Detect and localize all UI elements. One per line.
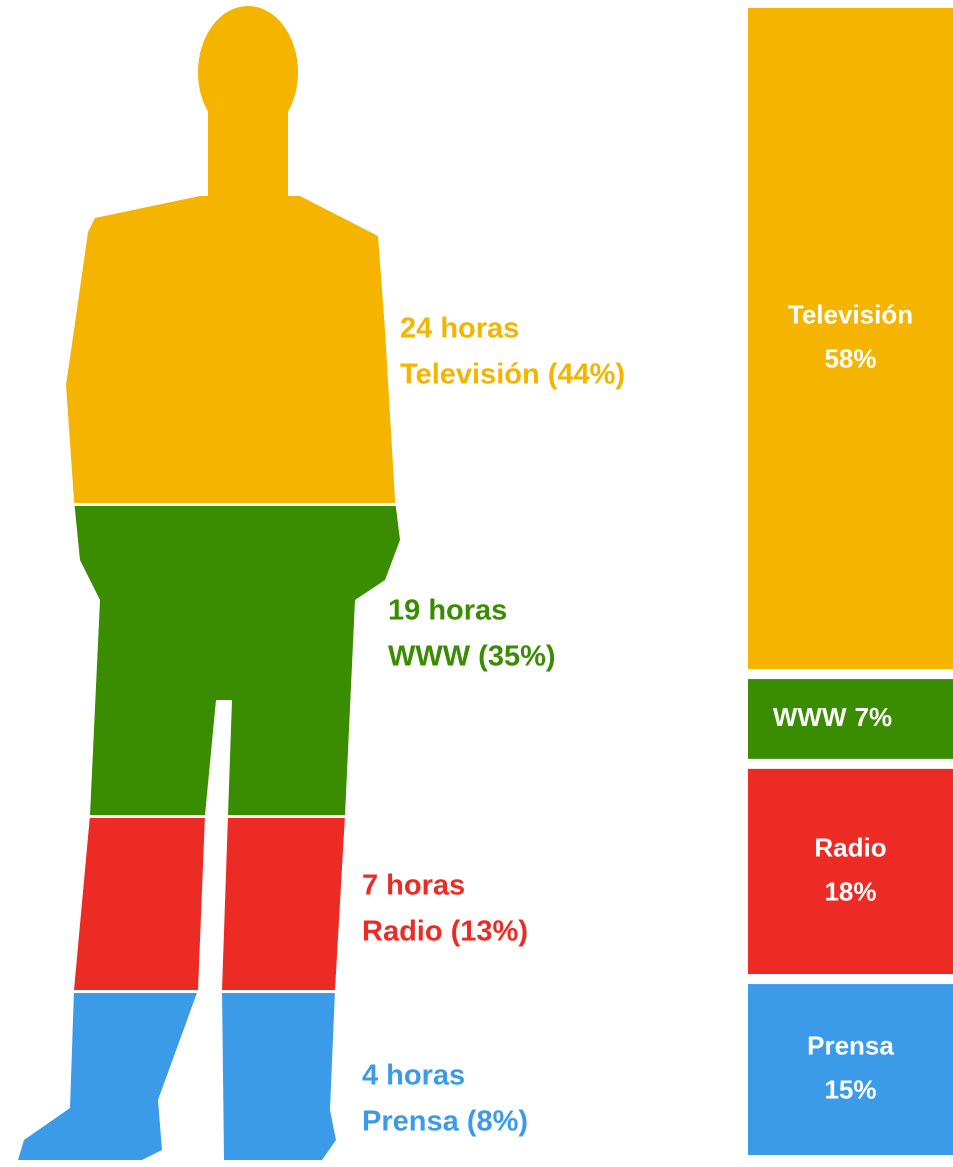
bar-segment: [748, 768, 953, 975]
silhouette-segment: [18, 506, 400, 815]
bar-value-label: 7%: [855, 702, 893, 732]
bar-category: Radio: [814, 832, 886, 862]
medium-label: WWW (35%): [388, 641, 556, 673]
hours-label: 4 horas: [362, 1060, 465, 1092]
bar-segment: [748, 8, 953, 670]
side-labels: 24 horas Televisión (44%) 19 horas WWW (35%…: [362, 313, 625, 1138]
bar-category: Televisión: [788, 299, 913, 329]
silhouette: [18, 6, 400, 1160]
bar-category: WWW: [773, 702, 847, 732]
stacked-bar: Televisión 58% WWW 7% Radio 18% Prensa 15%: [748, 8, 953, 1155]
silhouette-segment: [18, 993, 400, 1160]
medium-label: Prensa (8%): [362, 1106, 528, 1138]
bar-value-label: 58%: [824, 343, 876, 373]
hours-label: 19 horas: [388, 595, 507, 627]
medium-label: Televisión (44%): [400, 359, 625, 391]
medium-label: Radio (13%): [362, 916, 528, 948]
bar-value-label: 15%: [824, 1074, 876, 1104]
hours-label: 7 horas: [362, 870, 465, 902]
bar-segment: [748, 679, 953, 759]
bar-category: Prensa: [807, 1030, 894, 1060]
bar-segment: [748, 984, 953, 1155]
bar-value-label: 18%: [824, 876, 876, 906]
hours-label: 24 horas: [400, 313, 519, 345]
silhouette-segment: [18, 6, 400, 503]
silhouette-segment: [18, 818, 400, 990]
